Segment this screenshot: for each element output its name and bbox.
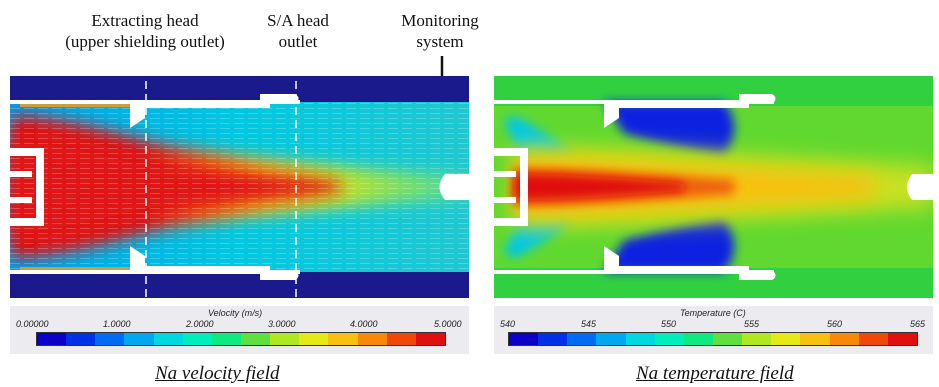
temperature-tick-3: 555 [744, 319, 760, 329]
colorbar-swatch [328, 333, 358, 345]
temperature-tick-5: 565 [910, 319, 926, 329]
colorbar-swatch [357, 333, 387, 345]
colorbar-swatch [567, 333, 597, 345]
monitoring-system-label: Monitoring system [385, 10, 495, 52]
temperature-caption: Na temperature field [636, 363, 794, 384]
temperature-colorbar [508, 332, 918, 346]
colorbar-swatch [683, 333, 713, 345]
temperature-tick-0: 540 [500, 319, 516, 329]
velocity-tick-4: 4.0000 [350, 319, 378, 329]
temperature-field-plot [494, 76, 933, 298]
sa-head-outlet-label-line2: outlet [278, 32, 318, 51]
extracting-head-label-line2: (upper shielding outlet) [65, 32, 225, 51]
sa-head-outlet-marker-line [295, 55, 297, 303]
colorbar-swatch [415, 333, 445, 345]
extracting-head-marker-line [145, 55, 147, 303]
colorbar-swatch [829, 333, 859, 345]
temperature-colorbar-title: Temperature (C) [680, 308, 746, 318]
velocity-tick-0: 0.00000 [16, 319, 49, 329]
colorbar-swatch [712, 333, 743, 345]
colorbar-swatch [596, 333, 626, 345]
velocity-field-plot [10, 76, 469, 298]
colorbar-swatch [386, 333, 416, 345]
colorbar-swatch [153, 333, 183, 345]
colorbar-swatch [66, 333, 96, 345]
colorbar-swatch [887, 333, 917, 345]
colorbar-swatch [742, 333, 772, 345]
sa-head-outlet-label: S/A head outlet [248, 10, 348, 52]
colorbar-swatch [771, 333, 801, 345]
monitoring-system-label-line1: Monitoring [401, 11, 479, 30]
velocity-colorbar-area [10, 306, 469, 354]
colorbar-swatch [625, 333, 655, 345]
colorbar-swatch [509, 333, 539, 345]
colorbar-swatch [858, 333, 888, 345]
colorbar-swatch [182, 333, 212, 345]
velocity-caption: Na velocity field [155, 363, 280, 384]
sa-head-outlet-label-line1: S/A head [267, 11, 329, 30]
temperature-colorbar-area [494, 306, 933, 354]
velocity-tick-1: 1.0000 [103, 319, 131, 329]
colorbar-swatch [240, 333, 271, 345]
temperature-tick-4: 560 [827, 319, 843, 329]
colorbar-swatch [800, 333, 830, 345]
colorbar-swatch [299, 333, 329, 345]
velocity-colorbar [36, 332, 446, 346]
extracting-head-label: Extracting head (upper shielding outlet) [30, 10, 260, 52]
velocity-tick-2: 2.0000 [186, 319, 214, 329]
temperature-tick-2: 550 [661, 319, 677, 329]
extracting-head-label-line1: Extracting head [91, 11, 199, 30]
colorbar-swatch [654, 333, 684, 345]
colorbar-swatch [124, 333, 154, 345]
monitoring-system-label-line2: system [416, 32, 464, 51]
colorbar-swatch [211, 333, 241, 345]
velocity-colorbar-title: Velocity (m/s) [208, 308, 263, 318]
velocity-tick-5: 5.0000 [434, 319, 462, 329]
colorbar-swatch [95, 333, 125, 345]
temperature-tick-1: 545 [581, 319, 597, 329]
colorbar-swatch [538, 333, 568, 345]
colorbar-swatch [270, 333, 300, 345]
colorbar-swatch [37, 333, 67, 345]
velocity-tick-3: 3.0000 [268, 319, 296, 329]
